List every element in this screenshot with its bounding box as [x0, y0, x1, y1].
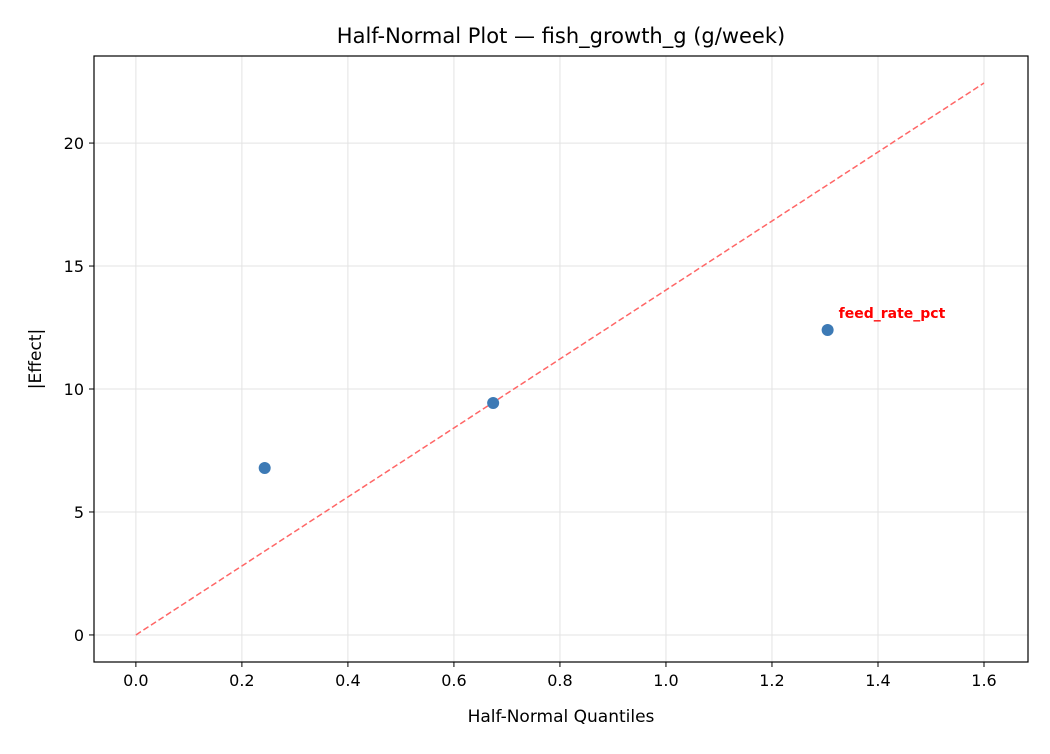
x-tick-label: 0.0	[123, 671, 148, 690]
x-tick-label: 1.2	[759, 671, 784, 690]
x-tick-label: 1.0	[653, 671, 678, 690]
chart-title: Half-Normal Plot — fish_growth_g (g/week…	[337, 24, 785, 49]
y-tick-label: 10	[64, 380, 84, 399]
x-tick-label: 0.2	[229, 671, 254, 690]
reference-line	[135, 82, 985, 636]
x-tick-label: 1.4	[865, 671, 890, 690]
point-annotation: feed_rate_pct	[839, 306, 946, 322]
data-point	[258, 461, 271, 474]
x-tick-label: 0.6	[441, 671, 466, 690]
y-axis-label: |Effect|	[26, 329, 46, 389]
y-tick-label: 5	[74, 503, 84, 522]
data-point	[487, 397, 500, 410]
x-tick-label: 0.8	[547, 671, 572, 690]
y-tick-label: 15	[64, 257, 84, 276]
x-tick-label: 1.6	[971, 671, 996, 690]
x-axis-label: Half-Normal Quantiles	[468, 707, 655, 727]
data-point	[821, 323, 834, 336]
y-tick-label: 0	[74, 626, 84, 645]
y-tick-label: 20	[64, 134, 84, 153]
plot-frame	[93, 55, 1029, 663]
x-tick-label: 0.4	[335, 671, 360, 690]
